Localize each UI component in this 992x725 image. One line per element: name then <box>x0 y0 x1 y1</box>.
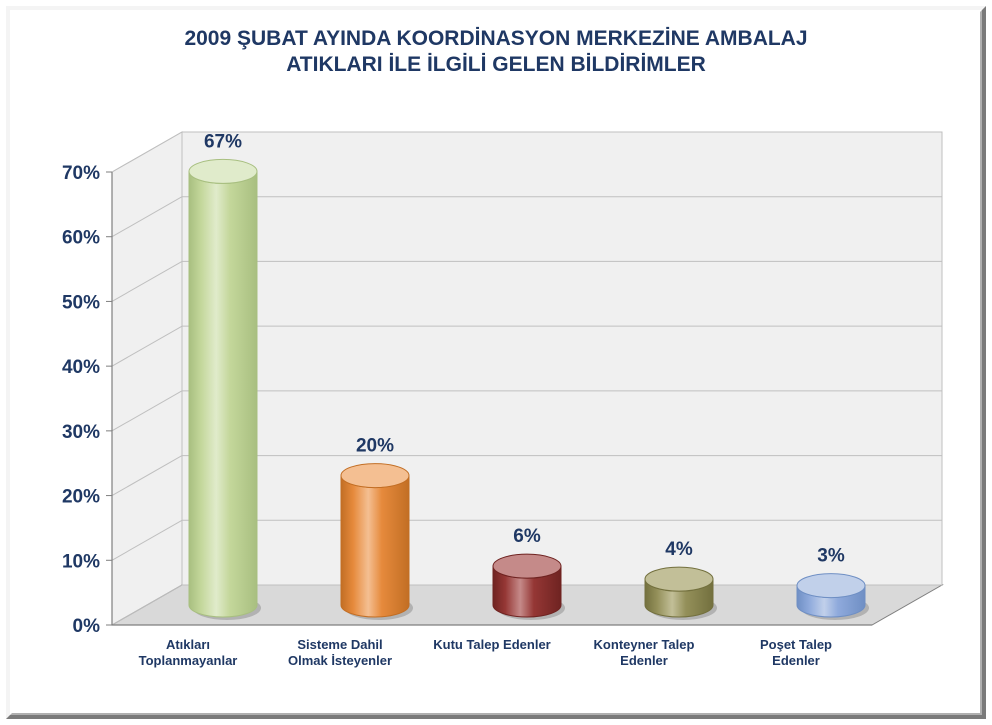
ytick-label: 0% <box>73 616 101 637</box>
chart-bevel-inner: 2009 ŞUBAT AYINDA KOORDİNASYON MERKEZİNE… <box>10 10 982 715</box>
bar-cap <box>493 554 561 578</box>
ytick-label: 50% <box>62 292 100 313</box>
bar-cap <box>797 574 865 598</box>
x-axis-label: Poşet TalepEdenler <box>760 637 832 668</box>
ytick-label: 70% <box>62 163 100 184</box>
data-label: 6% <box>513 526 541 547</box>
ytick-label: 40% <box>62 357 100 378</box>
side-wall <box>112 132 182 625</box>
bar-cylinder <box>189 171 257 617</box>
chart-title: 2009 ŞUBAT AYINDA KOORDİNASYON MERKEZİNE… <box>12 12 980 87</box>
chart-frame: 2009 ŞUBAT AYINDA KOORDİNASYON MERKEZİNE… <box>0 0 992 725</box>
x-axis-label: Kutu Talep Edenler <box>433 637 551 652</box>
bar-cap <box>341 464 409 488</box>
bar-cap <box>645 567 713 591</box>
ytick-label: 10% <box>62 551 100 572</box>
back-wall <box>182 132 942 585</box>
data-label: 3% <box>817 546 845 567</box>
plot-area: 0% 10% 20% 30% 40% 50% 60% 70% 67% 20% 6% 4% 3% Atıkl… <box>12 92 972 705</box>
chart-bevel: 2009 ŞUBAT AYINDA KOORDİNASYON MERKEZİNE… <box>6 6 986 719</box>
chart-svg: 0% 10% 20% 30% 40% 50% 60% 70% 67% 20% 6% 4% 3% Atıkl… <box>12 92 972 705</box>
ytick-label: 30% <box>62 422 100 443</box>
x-axis-label: Sisteme DahilOlmak İsteyenler <box>288 637 392 668</box>
bar-cylinder <box>341 476 409 617</box>
bar-cap <box>189 159 257 183</box>
x-axis-label: AtıklarıToplanmayanlar <box>139 637 238 668</box>
x-axis-label: Konteyner TalepEdenler <box>594 637 695 668</box>
data-label: 67% <box>204 131 242 152</box>
ytick-label: 20% <box>62 487 100 508</box>
data-label: 20% <box>356 436 394 457</box>
data-label: 4% <box>665 539 693 560</box>
ytick-label: 60% <box>62 228 100 249</box>
